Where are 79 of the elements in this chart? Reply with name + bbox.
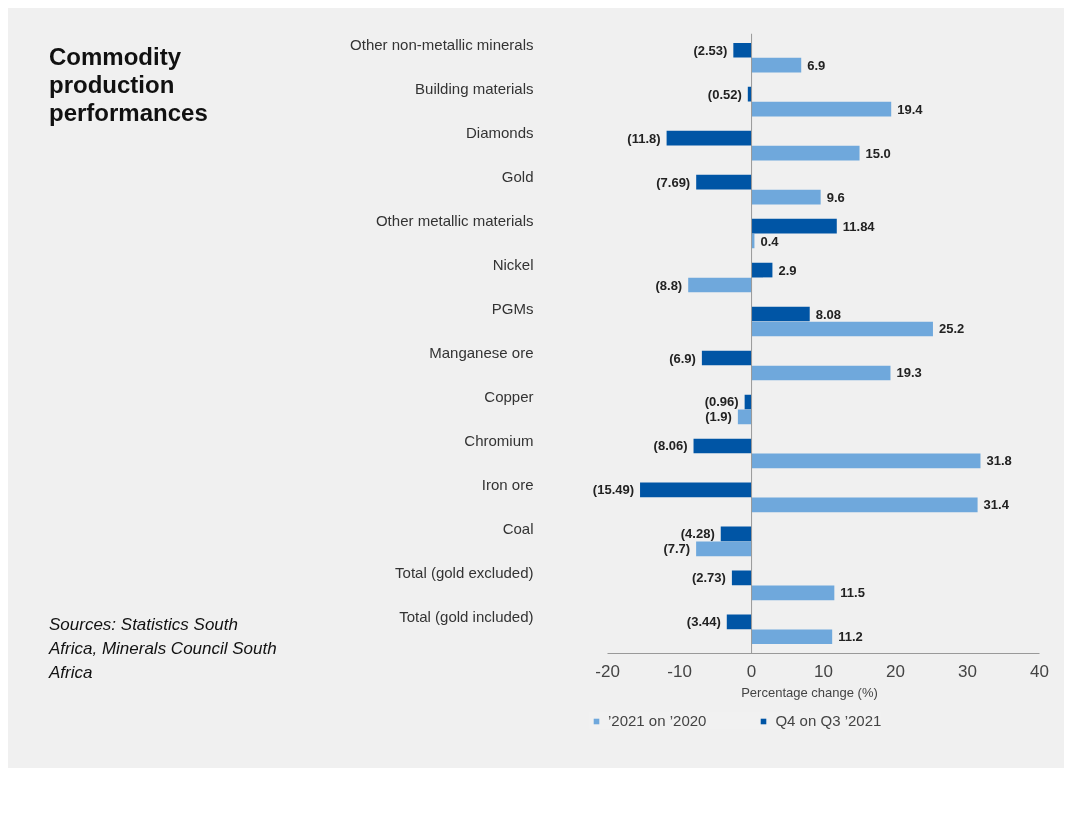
data-label: 11.84 [842,218,876,234]
bar [751,145,860,161]
y-tick-label: Nickel [492,255,534,273]
bar [731,570,752,586]
bar [751,101,892,117]
bar [696,174,752,190]
bar [696,541,752,557]
y-tick-label: Total (gold included) [399,607,534,625]
y-tick-label: Other non-metallic minerals [350,35,534,53]
source-note: Sources: Statistics South Africa, Minerals Council South Africa [49,614,278,684]
bar [751,57,802,73]
bar [751,262,773,278]
x-tick-label: 40 [1030,661,1049,681]
x-axis-title: Percentage change (%) [741,684,878,700]
data-label: 8.08 [815,306,842,322]
data-label: (2.73) [691,570,726,586]
y-tick-label: Other metallic materials [375,211,534,229]
data-label: 31.8 [986,453,1012,469]
bar [751,365,891,381]
data-label: (3.44) [686,614,721,630]
y-tick-label: Gold [501,167,534,185]
data-label: (7.7) [663,541,691,557]
legend-label: ’2021 on ’2020 [608,712,707,729]
bar [733,42,752,58]
bar [751,497,978,513]
data-label: (7.69) [656,174,691,190]
y-tick-label: Iron ore [481,475,534,493]
data-label: (0.52) [707,86,742,102]
data-label: (6.9) [669,350,696,366]
bar [688,277,752,293]
bar [751,306,810,322]
data-label: 11.2 [838,629,863,645]
y-tick-label: Building materials [415,79,534,97]
bar [751,321,933,337]
x-tick-label: -20 [595,661,620,681]
data-label: 19.4 [897,101,924,117]
bar [720,526,752,542]
data-label: 31.4 [983,497,1010,513]
y-tick-label: Copper [484,387,534,405]
data-label: (4.28) [680,526,715,542]
bar [701,350,752,366]
data-label: 0.4 [760,233,780,249]
data-label: 11.5 [840,585,865,601]
bar [737,409,752,425]
bar [666,130,752,146]
data-label: (11.8) [627,130,661,146]
data-label: (15.49) [592,482,635,498]
bar [693,438,752,454]
bar [751,218,837,234]
x-tick-label: 0 [746,661,757,681]
data-label: (8.06) [653,438,688,454]
data-label: 9.6 [826,189,845,205]
bar [726,614,752,630]
data-label: (8.8) [655,277,683,293]
data-label: 19.3 [896,365,922,381]
data-label: 15.0 [865,145,891,161]
data-label: (0.96) [704,394,739,410]
text: Commodity production performances [49,43,209,127]
data-label: (1.9) [705,409,732,425]
data-label: (2.53) [693,42,728,58]
x-tick-label: -10 [667,661,692,681]
y-tick-label: Chromium [464,431,534,449]
bar [751,585,835,601]
x-tick-label: 10 [814,661,833,681]
legend-label: Q4 on Q3 ’2021 [775,712,882,729]
x-tick-label: 20 [886,661,905,681]
y-tick-label: Total (gold excluded) [395,563,534,581]
data-label: 25.2 [938,321,965,337]
bar [640,482,752,498]
y-tick-label: PGMs [491,299,534,317]
data-label: 2.9 [778,262,797,278]
bar [751,629,833,645]
y-tick-label: Diamonds [465,123,534,141]
bar [751,453,981,469]
data-label: 6.9 [807,57,826,73]
y-tick-label: Manganese ore [429,343,534,361]
y-tick-label: Coal [502,519,534,537]
bar [751,189,821,205]
x-tick-label: 30 [958,661,977,681]
